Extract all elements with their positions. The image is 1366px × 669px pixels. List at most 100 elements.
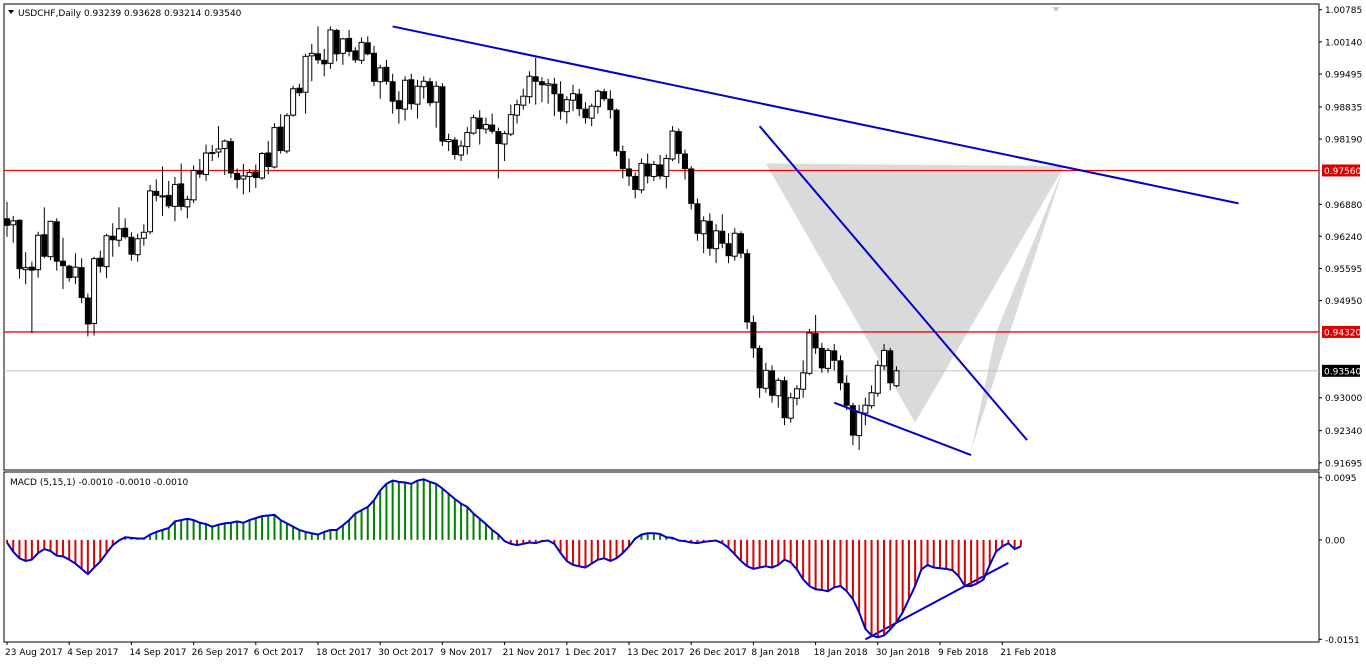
- candle[interactable]: [520, 88, 527, 110]
- candle[interactable]: [731, 228, 738, 261]
- candle[interactable]: [775, 377, 782, 408]
- candle[interactable]: [41, 207, 48, 259]
- candle[interactable]: [582, 102, 589, 124]
- candle[interactable]: [203, 144, 210, 181]
- candle[interactable]: [831, 343, 838, 371]
- candle[interactable]: [165, 180, 172, 209]
- candle[interactable]: [265, 141, 272, 175]
- candle[interactable]: [594, 89, 601, 114]
- candle[interactable]: [570, 84, 577, 112]
- candle[interactable]: [227, 138, 234, 178]
- candle[interactable]: [700, 216, 707, 254]
- candle[interactable]: [781, 376, 788, 426]
- candle[interactable]: [862, 397, 869, 426]
- candle[interactable]: [818, 342, 825, 373]
- candle[interactable]: [874, 360, 881, 397]
- candle[interactable]: [315, 26, 321, 64]
- candle[interactable]: [545, 78, 552, 104]
- candle[interactable]: [793, 385, 800, 406]
- candle[interactable]: [619, 145, 626, 179]
- candle[interactable]: [538, 77, 545, 103]
- candle[interactable]: [377, 64, 384, 99]
- candle[interactable]: [84, 293, 91, 337]
- candle[interactable]: [495, 127, 502, 179]
- candle[interactable]: [445, 133, 452, 152]
- candle[interactable]: [706, 213, 713, 256]
- candle[interactable]: [713, 224, 720, 264]
- candle[interactable]: [613, 108, 620, 157]
- candle[interactable]: [327, 26, 334, 69]
- candle[interactable]: [737, 231, 744, 259]
- candle[interactable]: [476, 110, 483, 145]
- candle[interactable]: [800, 360, 807, 398]
- candle[interactable]: [657, 155, 664, 180]
- candle[interactable]: [420, 76, 427, 99]
- candle[interactable]: [756, 345, 763, 398]
- candle[interactable]: [364, 36, 371, 56]
- candle[interactable]: [681, 149, 688, 180]
- candle[interactable]: [333, 28, 340, 62]
- candle[interactable]: [563, 96, 570, 124]
- chart-menu-triangle-icon[interactable]: [8, 10, 14, 14]
- candle[interactable]: [66, 264, 73, 282]
- candle[interactable]: [464, 127, 471, 155]
- candle[interactable]: [109, 223, 116, 257]
- candle[interactable]: [887, 347, 894, 391]
- candle[interactable]: [103, 233, 110, 279]
- candle[interactable]: [134, 233, 141, 262]
- candle[interactable]: [837, 355, 844, 391]
- candle[interactable]: [115, 207, 122, 247]
- candle[interactable]: [694, 198, 701, 241]
- trend-line-0[interactable]: [392, 25, 1239, 205]
- trend-line-2[interactable]: [833, 401, 972, 456]
- candle[interactable]: [843, 375, 850, 411]
- candle[interactable]: [184, 195, 191, 219]
- candle[interactable]: [402, 76, 409, 121]
- candle[interactable]: [97, 250, 104, 273]
- candle[interactable]: [140, 224, 147, 246]
- candle[interactable]: [147, 184, 154, 235]
- candle[interactable]: [252, 164, 259, 188]
- candle[interactable]: [221, 139, 228, 175]
- candle[interactable]: [72, 253, 79, 285]
- candle[interactable]: [526, 71, 533, 104]
- candle[interactable]: [644, 153, 651, 184]
- candle[interactable]: [433, 81, 440, 128]
- candle[interactable]: [16, 219, 23, 279]
- trend-line-1[interactable]: [758, 125, 1028, 441]
- candle[interactable]: [626, 158, 632, 186]
- candle[interactable]: [352, 47, 359, 63]
- candle[interactable]: [308, 43, 315, 82]
- candle[interactable]: [296, 83, 303, 97]
- candle[interactable]: [22, 252, 29, 285]
- candle[interactable]: [4, 201, 10, 237]
- candle[interactable]: [806, 328, 813, 376]
- candle[interactable]: [458, 140, 465, 161]
- candle[interactable]: [234, 168, 241, 189]
- candle[interactable]: [601, 88, 608, 102]
- candle[interactable]: [426, 77, 433, 107]
- candle[interactable]: [881, 343, 888, 371]
- candle[interactable]: [414, 79, 421, 119]
- candle[interactable]: [10, 215, 17, 243]
- candle[interactable]: [650, 160, 657, 181]
- candle[interactable]: [271, 123, 278, 169]
- candle[interactable]: [470, 114, 477, 135]
- candle[interactable]: [339, 37, 346, 65]
- candle[interactable]: [688, 165, 695, 210]
- candle[interactable]: [395, 91, 402, 124]
- candle[interactable]: [482, 117, 489, 134]
- candle[interactable]: [35, 231, 42, 278]
- candle[interactable]: [302, 53, 309, 114]
- candle[interactable]: [787, 392, 794, 423]
- candle[interactable]: [507, 104, 514, 137]
- candle[interactable]: [196, 159, 203, 178]
- candle[interactable]: [663, 154, 670, 189]
- candle[interactable]: [868, 385, 875, 409]
- candle[interactable]: [383, 59, 390, 85]
- candle[interactable]: [59, 237, 66, 290]
- candle[interactable]: [769, 365, 776, 403]
- candle[interactable]: [47, 220, 54, 261]
- candle[interactable]: [209, 145, 216, 161]
